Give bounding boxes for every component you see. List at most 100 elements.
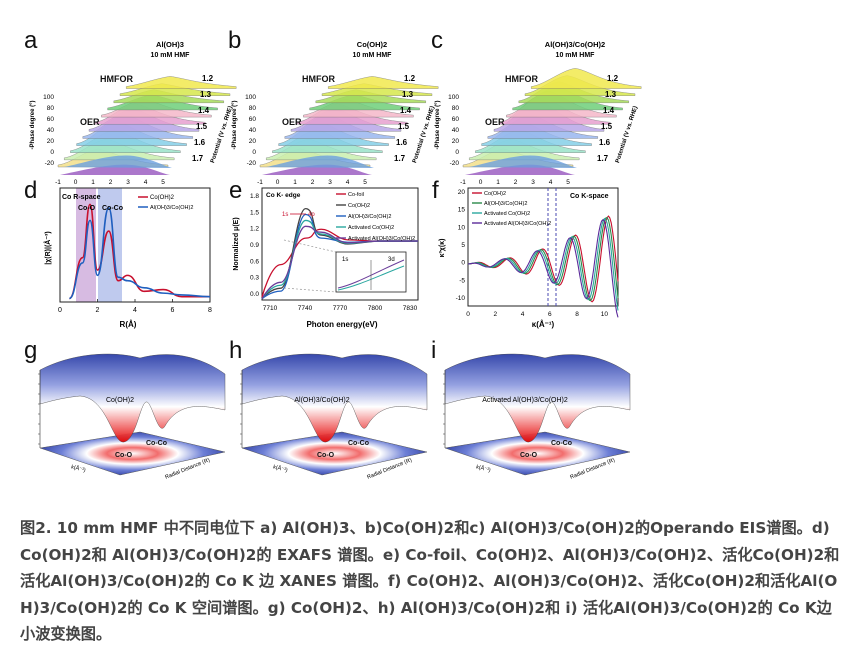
y-tick-label: 0.9 bbox=[250, 242, 259, 249]
y-tick-label: 20 bbox=[458, 189, 466, 196]
x-tick-label: 6 bbox=[171, 307, 175, 314]
freq-axis: -1 0 1 2 3 4 5 bbox=[460, 179, 570, 185]
co-o-label: Co-O bbox=[520, 452, 538, 459]
co-o-label: Co-O bbox=[115, 452, 133, 459]
xanes-line bbox=[261, 225, 418, 300]
x-tick-label: 7770 bbox=[333, 305, 348, 312]
phase-axis-label: -Phase degree (°) bbox=[435, 100, 441, 149]
exafs-chart: Co R-space Co-O Co-Co Co(OH)2 Al(OH)3/Co… bbox=[43, 187, 212, 329]
x-tick-label: 2 bbox=[493, 311, 497, 318]
panel-d: Co R-space Co-O Co-Co Co(OH)2 Al(OH)3/Co… bbox=[20, 180, 220, 340]
xanes-series bbox=[261, 207, 418, 300]
phase-axis: 100 80 60 40 20 0 -20 bbox=[448, 94, 459, 167]
phase-tick: -20 bbox=[450, 160, 460, 167]
eis-title-hmf: 10 mM HMF bbox=[353, 52, 393, 59]
panel-h: Al(OH)3/Co(OH)2 Co-Co Co-O Radial Distance … bbox=[222, 340, 432, 490]
x-tick-label: 0 bbox=[466, 311, 470, 318]
kspace-chart: Co K-space Co(OH)2 Al(OH)3/Co(OH)2 Activat… bbox=[439, 187, 619, 329]
legend: Co-foil Co(OH)2 Al(OH)3/Co(OH)2 Activated C… bbox=[336, 192, 415, 242]
kspace-series bbox=[467, 215, 619, 318]
k-axis-label: k(Å⁻¹) bbox=[70, 463, 86, 473]
plot-frame bbox=[467, 187, 619, 307]
phase-tick: 40 bbox=[452, 127, 460, 134]
co-co-region bbox=[98, 188, 122, 302]
eis-curve-base-2 bbox=[64, 155, 172, 168]
legend-entry: Activated Al(OH)3/Co(OH)2 bbox=[484, 221, 551, 227]
freq-axis: -1 0 1 2 3 4 5 bbox=[55, 179, 165, 185]
hmfor-label: HMFOR bbox=[100, 74, 133, 84]
freq-tick: 0 bbox=[479, 179, 483, 185]
legend-entry: Co-foil bbox=[348, 192, 364, 198]
freq-tick: 0 bbox=[74, 179, 78, 185]
freq-tick: 1 bbox=[496, 179, 500, 185]
potential-axis: 1.2 1.3 1.4 1.5 1.6 1.7 bbox=[192, 74, 214, 163]
freq-tick: 1 bbox=[91, 179, 95, 185]
panel-letter-i: i bbox=[431, 337, 437, 364]
phase-tick: 60 bbox=[249, 116, 257, 123]
legend-entry: Activated Co(OH)2 bbox=[484, 211, 530, 217]
legend-entry: Al(OH)3/Co(OH)2 bbox=[484, 201, 527, 207]
y-tick-label: 10 bbox=[458, 224, 466, 231]
x-tick-label: 7740 bbox=[298, 305, 313, 312]
inset-label-3d: 3d bbox=[388, 257, 395, 263]
potential-tick: 1.6 bbox=[194, 138, 206, 147]
potential-axis: 1.2 1.3 1.4 1.5 1.6 1.7 bbox=[394, 74, 416, 163]
eis-curves bbox=[462, 68, 642, 175]
panel-a: 100 80 60 40 20 0 -20 -Phase degree (°) -1 0 1 2 3 4 5… bbox=[20, 25, 238, 185]
co-o-label: Co-O bbox=[78, 205, 96, 212]
freq-tick: -1 bbox=[257, 179, 263, 185]
y-tick-labels: 0.0 0.3 0.6 0.9 1.2 1.5 1.8 bbox=[250, 193, 259, 298]
potential-tick: 1.3 bbox=[200, 90, 212, 99]
legend-entry: Activated Al(OH)3/Co(OH)2 bbox=[348, 236, 415, 242]
freq-tick: 3 bbox=[328, 179, 332, 185]
y-tick-label: 1.8 bbox=[250, 193, 259, 200]
phase-tick: 40 bbox=[47, 127, 55, 134]
contour-floor bbox=[241, 431, 428, 476]
potential-axis: 1.2 1.3 1.4 1.5 1.6 1.7 bbox=[597, 74, 619, 163]
eis-title-hmf: 10 mM HMF bbox=[556, 52, 596, 59]
hmfor-label: HMFOR bbox=[505, 74, 538, 84]
z-ticks bbox=[443, 373, 445, 445]
legend-entry: Co(OH)2 bbox=[484, 191, 506, 197]
x-tick-label: 2 bbox=[96, 307, 100, 314]
eis-curve-base-2 bbox=[469, 155, 577, 168]
legend-entry: Al(OH)3/Co(OH)2 bbox=[348, 214, 391, 220]
phase-tick: 100 bbox=[448, 94, 459, 101]
panel-letter-c: c bbox=[431, 27, 443, 54]
phase-axis-label: -Phase degree (°) bbox=[30, 100, 36, 149]
co-co-label: Co-Co bbox=[551, 440, 572, 447]
material-label: Al(OH)3/Co(OH)2 bbox=[294, 397, 349, 404]
freq-tick: 3 bbox=[531, 179, 535, 185]
inset-curve bbox=[337, 259, 405, 289]
panel-f: Co K-space Co(OH)2 Al(OH)3/Co(OH)2 Activat… bbox=[428, 180, 628, 340]
x-tick-labels: 7710 7740 7770 7800 7830 bbox=[263, 305, 418, 312]
freq-axis: -1 0 1 2 3 4 5 bbox=[257, 179, 367, 185]
eis-curve bbox=[328, 76, 439, 89]
y-tick-label: -5 bbox=[459, 277, 465, 284]
panel-letter-f: f bbox=[432, 177, 439, 204]
potential-tick: 1.5 bbox=[601, 122, 613, 131]
co-co-label: Co-Co bbox=[348, 440, 369, 447]
co-co-label: Co-Co bbox=[146, 440, 167, 447]
panel-letter-g: g bbox=[24, 337, 38, 364]
phase-tick: 20 bbox=[47, 138, 55, 145]
phase-tick: 80 bbox=[452, 105, 460, 112]
series-al-co-line bbox=[68, 207, 211, 300]
phase-tick: 0 bbox=[455, 149, 459, 156]
arrow-label-4p: 4p bbox=[308, 212, 315, 218]
eis-plot-b: 100 80 60 40 20 0 -20 -Phase degree (°) -1 0 1 2 3 4 5… bbox=[232, 40, 439, 185]
freq-tick: 2 bbox=[311, 179, 315, 185]
legend: Co(OH)2 Al(OH)3/Co(OH)2 Activated Co(OH)2 A… bbox=[472, 191, 551, 227]
eis-plot-c: 100 80 60 40 20 0 -20 -Phase degree (°) -1 0 1 2 3 4 5… bbox=[435, 40, 642, 185]
panel-letter-b: b bbox=[228, 27, 242, 54]
series-co-oh2-line bbox=[68, 203, 210, 300]
phase-tick: 80 bbox=[249, 105, 257, 112]
potential-tick: 1.6 bbox=[599, 138, 611, 147]
panel-letter-e: e bbox=[229, 177, 243, 204]
potential-tick: 1.4 bbox=[198, 106, 210, 115]
x-tick-label: 7800 bbox=[368, 305, 383, 312]
freq-tick: 4 bbox=[144, 179, 148, 185]
kspace-line bbox=[467, 217, 619, 311]
